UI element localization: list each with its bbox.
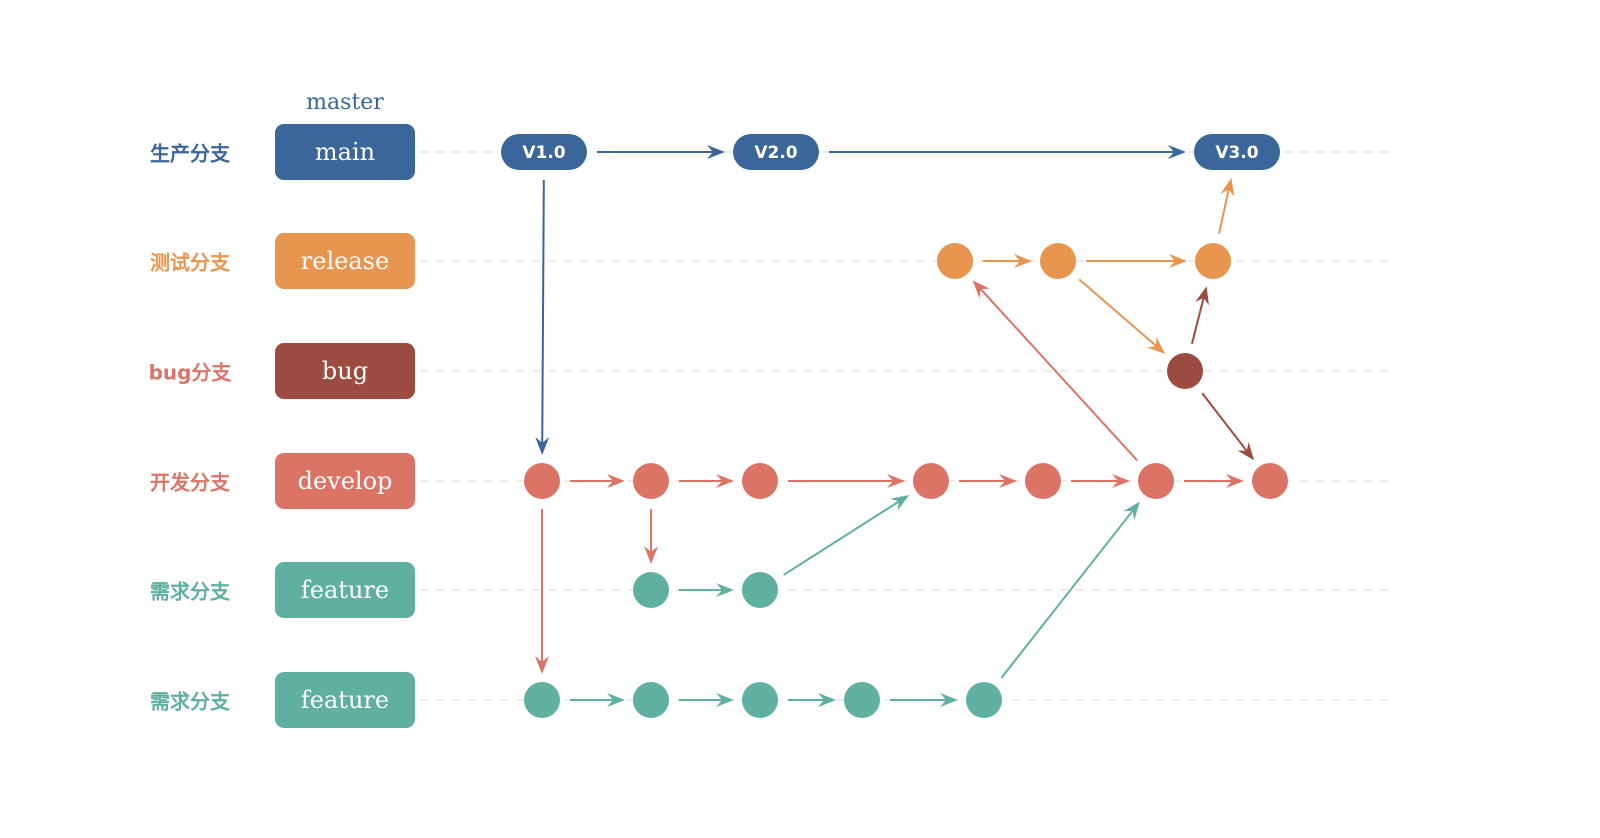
version-label: V1.0 [522, 143, 565, 163]
edge-f1-f2 [679, 583, 734, 597]
arrowhead-icon [1014, 254, 1032, 268]
lane-label-develop: 开发分支 [150, 470, 230, 495]
edge-r3-V3 [1218, 177, 1235, 234]
edge-r2-b1 [1078, 278, 1166, 354]
edge-r1-r2 [983, 254, 1032, 268]
arrowhead-icon [887, 474, 905, 488]
arrowhead-icon [1226, 474, 1244, 488]
branch-box-develop: develop [275, 453, 415, 509]
arrowhead-icon [716, 693, 734, 707]
version-tag-V3: V3.0 [1194, 134, 1280, 170]
commit-node-d7 [1252, 463, 1288, 499]
commit-node-d4 [913, 463, 949, 499]
lane-label-main: 生产分支 [150, 141, 230, 166]
edge-d1-g1 [535, 509, 549, 674]
arrowhead-icon [1147, 336, 1166, 354]
arrowhead-icon [818, 693, 836, 707]
edge-f2-d4 [783, 494, 910, 576]
lane-label-bug: bug分支 [148, 360, 232, 385]
arrowhead-icon [1237, 441, 1255, 461]
edge-g1-g2 [570, 693, 625, 707]
edge-g4-g5 [890, 693, 958, 707]
arrowhead-icon [1112, 474, 1130, 488]
arrowhead-icon [890, 494, 910, 511]
commit-node-g3 [742, 682, 778, 718]
edge-b1-r3 [1190, 286, 1209, 345]
lane-label-feature1: 需求分支 [150, 579, 230, 604]
version-tag-V1: V1.0 [501, 134, 587, 170]
commit-node-r3 [1195, 243, 1231, 279]
branch-box-release: release [275, 233, 415, 289]
edge-d6-r1 [972, 280, 1138, 462]
edge-g5-d6 [1000, 501, 1140, 679]
edge-V1-V2 [597, 145, 725, 159]
lane-label-feature2: 需求分支 [150, 689, 230, 714]
arrowhead-icon [716, 474, 734, 488]
arrowhead-icon [972, 280, 990, 299]
arrowhead-icon [1169, 254, 1187, 268]
edge-d1-d2 [570, 474, 625, 488]
edge-b1-d7 [1201, 392, 1255, 461]
version-label: V2.0 [754, 143, 797, 163]
commit-node-r2 [1040, 243, 1076, 279]
edge-d4-d5 [959, 474, 1017, 488]
commit-node-d2 [633, 463, 669, 499]
edge-V2-V3 [829, 145, 1186, 159]
commit-node-d5 [1025, 463, 1061, 499]
arrowhead-icon [1220, 177, 1235, 197]
edge-d6-d7 [1184, 474, 1244, 488]
commit-node-g2 [633, 682, 669, 718]
edge-d3-d4 [788, 474, 905, 488]
branch-box-bug: bug [275, 343, 415, 399]
commit-node-f1 [633, 572, 669, 608]
arrowhead-icon [1123, 501, 1140, 520]
lane-label-release: 测试分支 [150, 250, 230, 275]
commit-node-d6 [1138, 463, 1174, 499]
edge-g3-g4 [788, 693, 836, 707]
arrowhead-icon [535, 656, 549, 674]
arrowhead-icon [940, 693, 958, 707]
commit-node-f2 [742, 572, 778, 608]
arrowhead-icon [1168, 145, 1186, 159]
commit-node-g4 [844, 682, 880, 718]
commit-node-d1 [524, 463, 560, 499]
arrowhead-icon [707, 145, 725, 159]
arrowhead-icon [1195, 286, 1209, 306]
arrowhead-icon [999, 474, 1017, 488]
version-label: V3.0 [1215, 143, 1258, 163]
master-label: master [306, 90, 384, 115]
commit-node-r1 [937, 243, 973, 279]
branch-box-feature2: feature [275, 672, 415, 728]
edge-d5-d6 [1071, 474, 1130, 488]
arrowhead-icon [607, 474, 625, 488]
branch-box-main: main [275, 124, 415, 180]
commit-node-b1 [1167, 353, 1203, 389]
edge-g2-g3 [679, 693, 734, 707]
arrowhead-icon [644, 546, 658, 564]
version-tag-V2: V2.0 [733, 134, 819, 170]
branch-box-feature1: feature [275, 562, 415, 618]
edge-d2-f1 [644, 509, 658, 564]
arrowhead-icon [716, 583, 734, 597]
commit-node-d3 [742, 463, 778, 499]
arrowhead-icon [535, 436, 550, 456]
arrowhead-icon [607, 693, 625, 707]
edge-r2-r3 [1086, 254, 1187, 268]
commit-node-g1 [524, 682, 560, 718]
edge-V1-d1 [535, 179, 550, 456]
edge-d2-d3 [679, 474, 734, 488]
commit-node-g5 [966, 682, 1002, 718]
